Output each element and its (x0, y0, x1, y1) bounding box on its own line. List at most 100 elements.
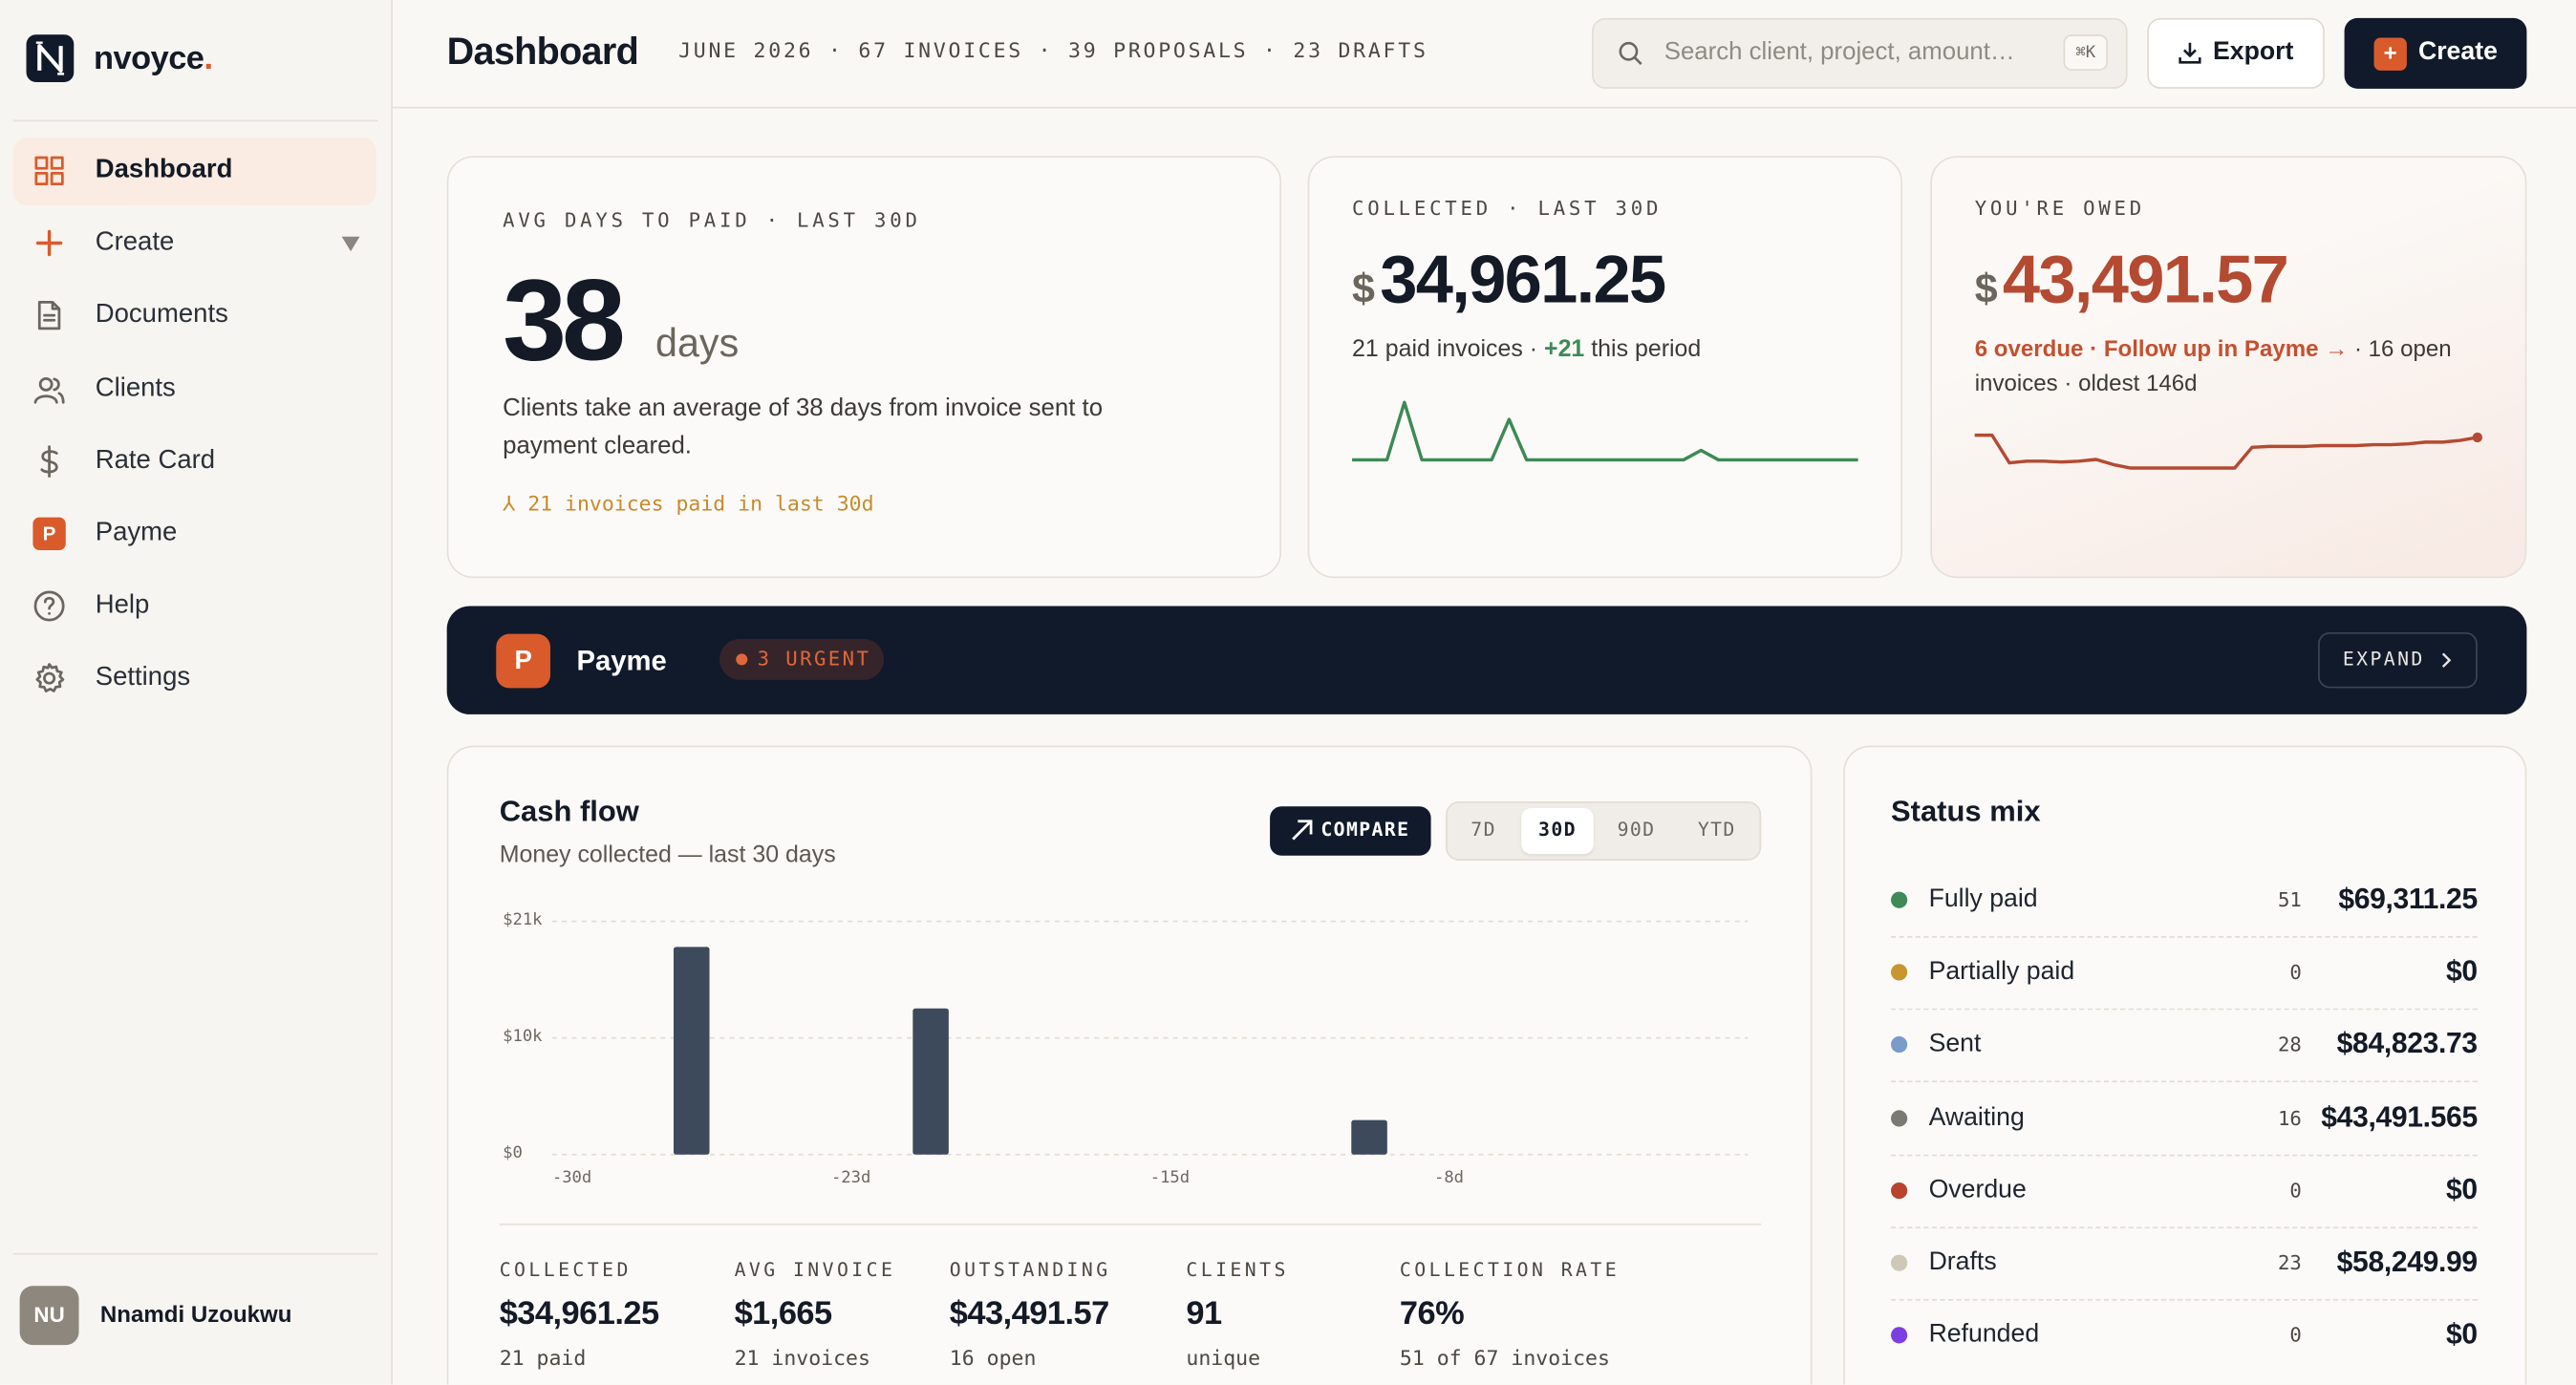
status-name: Sent (1928, 1030, 1982, 1058)
icon-rate-card[interactable] (32, 445, 65, 478)
kpi-currency: $ (1974, 266, 1998, 312)
kpi-note: 21 paid invoices · +21 this period (1352, 338, 1701, 362)
kpi-card (1307, 156, 1903, 579)
status-dot (1891, 1254, 1908, 1271)
kpi-delta: +21 (1544, 336, 1585, 363)
stat-sub: 16 open (949, 1345, 1037, 1370)
nav-item[interactable]: Payme (95, 519, 178, 547)
range-option[interactable]: 90D (1617, 818, 1656, 842)
status-name: Partially paid (1928, 957, 2075, 986)
nav-active-bg (12, 138, 376, 205)
expand-chevron (2441, 652, 2452, 668)
status-dot (1891, 1109, 1908, 1126)
stat-sub: 21 paid (499, 1345, 587, 1370)
brand-name: nvoyce (94, 40, 204, 77)
kpi-card (446, 156, 1282, 579)
create-icon[interactable]: + (2373, 37, 2407, 71)
kpi-note-text: · 16 open invoices · oldest 146d (1974, 334, 2452, 396)
nav-item[interactable]: Rate Card (95, 446, 216, 475)
nav-item[interactable]: Create (95, 227, 175, 257)
range-option[interactable]: 7D (1470, 818, 1496, 842)
card-title: Cash flow (499, 795, 639, 828)
status-amount: $43,491.565 (2321, 1099, 2478, 1133)
user-name[interactable]: Nnamdi Uzoukwu (99, 1300, 292, 1328)
status-divider (1891, 1226, 2478, 1228)
search-icon (1619, 41, 1642, 65)
payme-badge[interactable]: P (32, 517, 66, 550)
expand-label[interactable]: EXPAND (2342, 647, 2425, 671)
logo (26, 34, 75, 82)
divider (499, 1223, 1762, 1225)
status-amount: $84,823.73 (2336, 1027, 2479, 1060)
card-title: Status mix (1891, 795, 2041, 828)
create-label[interactable]: Create (2417, 37, 2498, 66)
stat-label: CLIENTS (1186, 1258, 1289, 1282)
kpi-label: YOU'RE OWED (1974, 197, 2145, 221)
stat-sub: 21 invoices (734, 1345, 870, 1370)
status-amount: $69,311.25 (2338, 882, 2478, 915)
status-count: 0 (2289, 961, 2302, 985)
nav-item[interactable]: Settings (95, 663, 191, 692)
nav-item[interactable]: Clients (95, 374, 176, 403)
kpi-note-text: 21 paid invoices · (1352, 336, 1538, 363)
icon-documents[interactable] (32, 299, 65, 331)
kpi-value: 38 (503, 256, 626, 385)
icon-create[interactable] (32, 226, 65, 259)
status-count: 0 (2289, 1324, 2302, 1348)
urgent-dot (736, 653, 748, 666)
stat-value: 76% (1399, 1295, 1465, 1332)
range-option[interactable]: YTD (1697, 818, 1736, 842)
stat-sub: unique (1186, 1345, 1261, 1370)
status-dot (1891, 1036, 1908, 1054)
stat-label: COLLECTED (499, 1258, 632, 1282)
icon-clients[interactable] (32, 373, 65, 405)
range-group (1446, 801, 1762, 861)
status-mix-card (1843, 745, 2527, 1385)
card-subtitle: Money collected — last 30 days (499, 842, 836, 869)
stat-label: AVG INVOICE (734, 1258, 896, 1282)
status-name: Drafts (1928, 1247, 1997, 1276)
page-title: Dashboard (446, 29, 639, 73)
kpi-value: 43,491.57 (2002, 241, 2289, 317)
status-divider (1891, 936, 2478, 938)
status-amount: $0 (2446, 1317, 2478, 1351)
search-placeholder[interactable]: Search client, project, amount… (1664, 37, 2015, 66)
status-name: Overdue (1928, 1175, 2027, 1204)
header-border (392, 106, 2576, 109)
export-label[interactable]: Export (2213, 37, 2294, 66)
range-option[interactable]: 30D (1538, 818, 1577, 842)
kpi-note-text: this period (1591, 336, 1702, 363)
kpi-value: 34,961.25 (1380, 241, 1666, 317)
expand-button[interactable] (2318, 631, 2478, 689)
urgent-label: 3 URGENT (757, 647, 871, 671)
search-box[interactable] (1592, 17, 2128, 89)
icon-settings[interactable] (32, 662, 65, 694)
status-dot (1891, 891, 1908, 908)
export-button[interactable] (2147, 17, 2325, 89)
compare-label[interactable]: COMPARE (1320, 818, 1410, 842)
nav-item[interactable]: Help (95, 590, 150, 620)
status-amount: $58,249.99 (2336, 1245, 2479, 1278)
compare-icon (1292, 820, 1313, 841)
dropdown-caret[interactable] (341, 236, 360, 252)
icon-dashboard[interactable] (32, 155, 65, 187)
status-count: 51 (2278, 888, 2302, 912)
status-amount: $0 (2446, 954, 2478, 988)
kpi-card (1930, 156, 2527, 579)
brand: nvoyce. (94, 40, 213, 77)
compare-button[interactable] (1270, 806, 1431, 856)
kpi-currency: $ (1352, 266, 1375, 312)
avatar[interactable]: NU (19, 1286, 79, 1346)
nav-item[interactable]: Documents (95, 300, 228, 329)
kpi-label: AVG DAYS TO PAID · LAST 30D (503, 208, 921, 232)
icon-help[interactable] (32, 589, 65, 622)
status-divider (1891, 1154, 2478, 1156)
page-meta: JUNE 2026 · 67 INVOICES · 39 PROPOSALS ·… (678, 37, 1428, 63)
kpi-description: Clients take an average of 38 days from … (503, 394, 1104, 460)
kpi-label: COLLECTED · LAST 30D (1352, 197, 1663, 221)
kpi-alert[interactable]: 6 overdue · Follow up in Payme → (1974, 334, 2349, 362)
export-icon (2179, 42, 2201, 64)
status-divider (1891, 1081, 2478, 1083)
nav-item[interactable]: Dashboard (95, 156, 233, 184)
